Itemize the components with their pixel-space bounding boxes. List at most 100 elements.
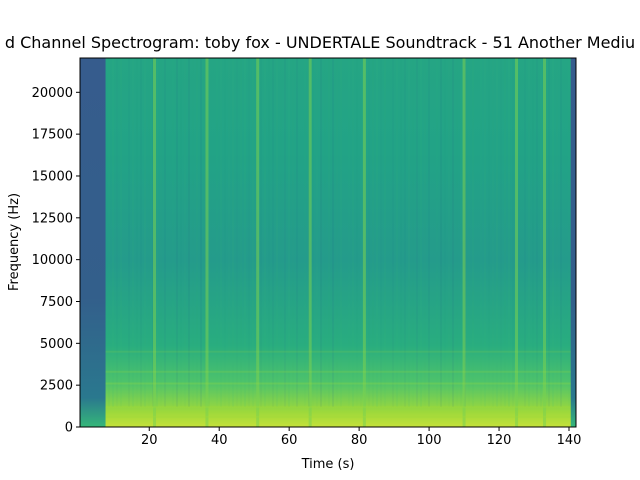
texture-column (440, 58, 442, 407)
quiet-segment (570, 58, 576, 427)
texture-column (540, 58, 542, 407)
texture-column (468, 58, 470, 407)
texture-column (240, 58, 242, 407)
texture-column (164, 58, 166, 407)
texture-column (404, 58, 406, 407)
axes-frame (79, 57, 577, 428)
harmonic-band (80, 415, 576, 418)
texture-column (188, 58, 190, 407)
x-tick-label: 120 (487, 433, 512, 448)
texture-column (424, 58, 426, 407)
texture-column (532, 58, 534, 407)
texture-column (280, 58, 282, 407)
x-tick-label: 140 (557, 433, 582, 448)
texture-column (420, 58, 422, 407)
texture-column (500, 58, 502, 407)
harmonic-band (80, 350, 576, 353)
texture-column (396, 58, 398, 407)
texture-column (140, 58, 142, 407)
texture-column (416, 58, 418, 407)
texture-column (436, 58, 438, 407)
texture-column (324, 58, 326, 407)
texture-column (528, 58, 530, 407)
texture-column (548, 58, 550, 407)
texture-column (448, 58, 450, 407)
texture-column (264, 58, 266, 407)
texture-column (244, 58, 246, 407)
texture-column (176, 58, 178, 407)
harmonic-band (80, 405, 576, 408)
transient-lines (80, 58, 576, 427)
quiet-segment (80, 58, 106, 427)
x-axis-ticks: 20 40 60 80 100 120 140 (141, 427, 581, 448)
transient-line (308, 58, 312, 427)
texture-column (460, 58, 462, 407)
texture-column (480, 58, 482, 407)
texture-column (216, 58, 218, 407)
texture-column (284, 58, 286, 407)
transient-line (205, 58, 209, 427)
texture-column (152, 58, 154, 407)
y-tick-label: 7500 (40, 295, 73, 310)
texture-column (292, 58, 294, 407)
y-axis-label: Frequency (Hz) (7, 193, 22, 291)
texture-column (196, 58, 198, 407)
texture-column (336, 58, 338, 407)
x-tick-label: 100 (417, 433, 442, 448)
texture-column (224, 58, 226, 407)
transient-line (543, 58, 547, 427)
y-axis-ticks: 0 2500 5000 7500 10000 12500 15000 17500 20000 (32, 86, 80, 436)
x-tick-label: 20 (141, 433, 158, 448)
texture-column (288, 58, 290, 407)
texture-column (444, 58, 446, 407)
y-tick-label: 15000 (32, 169, 73, 184)
harmonic-band (80, 382, 576, 385)
texture-column (120, 58, 122, 407)
texture-column (220, 58, 222, 407)
texture-column (296, 58, 298, 407)
spectrogram-base (80, 58, 576, 427)
x-tick-label: 40 (211, 433, 228, 448)
texture-column (360, 58, 362, 407)
texture-column (144, 58, 146, 407)
texture-column (356, 58, 358, 407)
x-tick-label: 80 (351, 433, 368, 448)
texture-column (332, 58, 334, 407)
texture-column (380, 58, 382, 407)
texture-column (172, 58, 174, 407)
texture-column (472, 58, 474, 407)
texture-column (236, 58, 238, 407)
texture-column (192, 58, 194, 407)
texture-column (136, 58, 138, 407)
texture-column (268, 58, 270, 407)
texture-column (456, 58, 458, 407)
texture-column (452, 58, 454, 407)
transient-line (153, 58, 157, 427)
transient-line (362, 58, 366, 427)
texture-column (272, 58, 274, 407)
texture-column (132, 58, 134, 407)
texture-column (248, 58, 250, 407)
texture-column (316, 58, 318, 407)
texture-column (392, 58, 394, 407)
texture-column (340, 58, 342, 407)
texture-column (412, 58, 414, 407)
plot-area (80, 58, 576, 427)
y-tick-label: 20000 (32, 86, 73, 101)
texture-column (260, 58, 262, 407)
texture-column (568, 58, 570, 407)
texture-column (252, 58, 254, 407)
texture-column (160, 58, 162, 407)
texture-column (496, 58, 498, 407)
chart-title: d Channel Spectrogram: toby fox - UNDERT… (5, 33, 635, 52)
texture-column (184, 58, 186, 407)
texture-column (200, 58, 202, 407)
texture-column (524, 58, 526, 407)
texture-column (148, 58, 150, 407)
texture-column (372, 58, 374, 407)
texture-column (108, 58, 110, 407)
x-tick-label: 60 (281, 433, 298, 448)
texture-column (368, 58, 370, 407)
texture-column (328, 58, 330, 407)
